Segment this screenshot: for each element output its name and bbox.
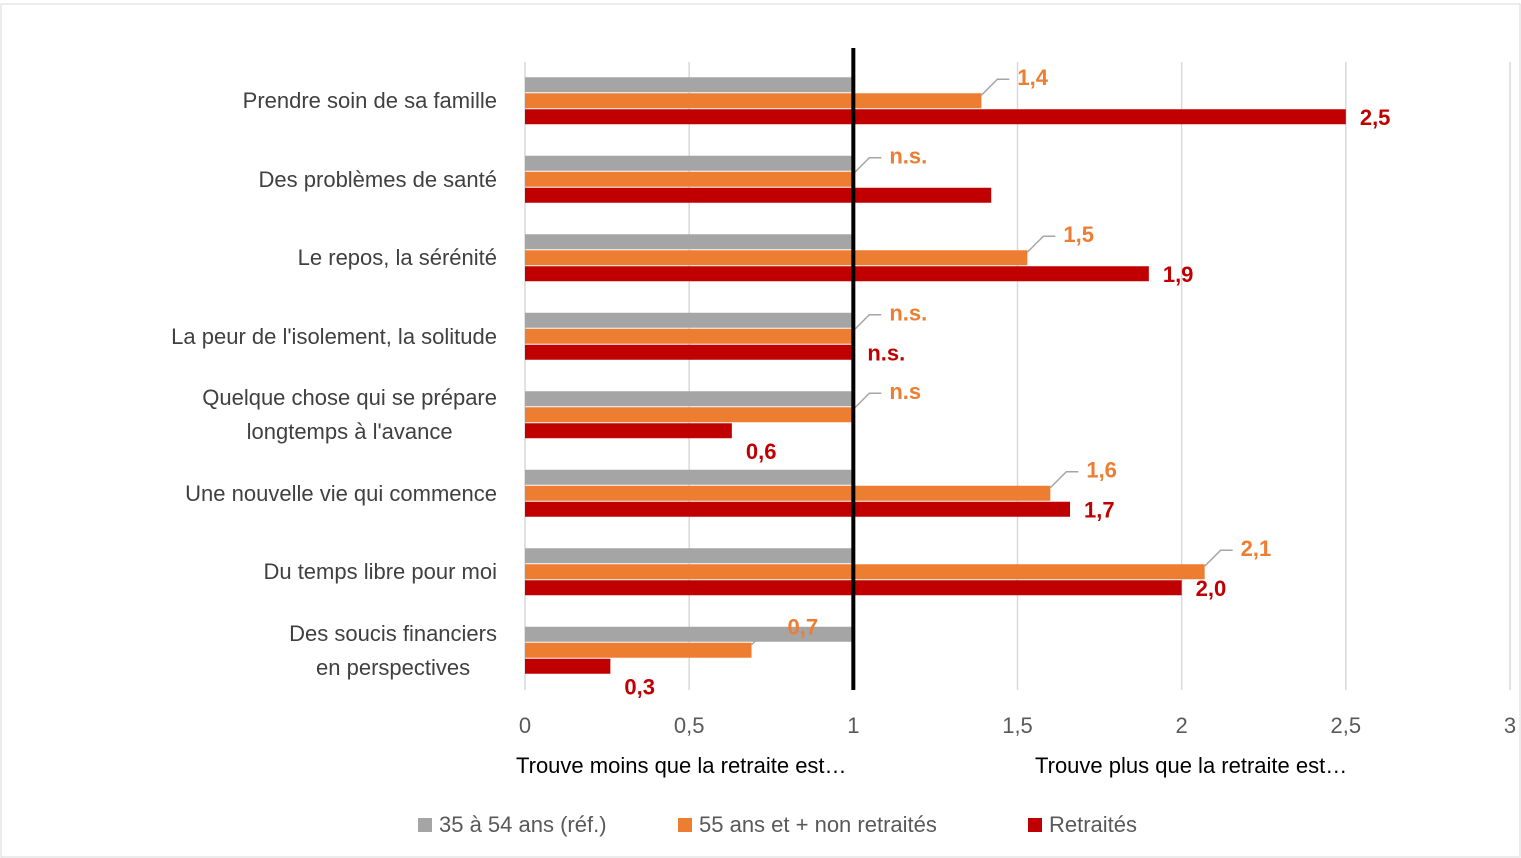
bar — [525, 548, 854, 564]
bar — [525, 391, 854, 407]
legend-swatch — [418, 818, 432, 832]
bar — [525, 407, 854, 423]
leader-line — [852, 314, 882, 332]
leader-line — [852, 157, 882, 175]
legend-label: 55 ans et + non retraités — [699, 812, 937, 837]
bar — [525, 658, 611, 674]
value-label: 1,7 — [1084, 498, 1115, 523]
value-label: 2,0 — [1196, 576, 1227, 601]
value-label: 1,4 — [1017, 65, 1048, 90]
y-tick-label: Des soucis financiers en perspectives — [289, 620, 497, 680]
y-tick-label: Prendre soin de sa famille — [242, 88, 497, 114]
bar — [525, 344, 854, 360]
value-label: n.s. — [889, 144, 927, 169]
leader-line — [852, 392, 882, 410]
legend-label: 35 à 54 ans (réf.) — [439, 812, 607, 837]
legend-swatch — [1028, 818, 1042, 832]
leader-line — [1049, 471, 1079, 489]
x-tick-label: 3 — [1504, 713, 1516, 738]
bar — [525, 642, 752, 658]
bar — [525, 266, 1149, 282]
value-label: 1,5 — [1063, 222, 1094, 247]
legend-label: Retraités — [1049, 812, 1137, 837]
value-label: 0,6 — [746, 439, 777, 464]
value-label: 0,7 — [788, 615, 819, 640]
bar — [525, 250, 1028, 266]
bar — [525, 469, 854, 485]
bar — [525, 423, 732, 439]
value-label: n.s — [889, 379, 921, 404]
value-label: 2,5 — [1360, 105, 1391, 130]
bar — [525, 187, 992, 203]
bar — [525, 109, 1346, 125]
annotation: Trouve moins que la retraite est… — [516, 753, 847, 778]
bar — [525, 626, 854, 642]
x-tick-label: 1,5 — [1002, 713, 1033, 738]
y-tick-label: Du temps libre pour moi — [263, 559, 497, 585]
bar — [525, 485, 1051, 501]
y-tick-label: Quelque chose qui se prépare longtemps à… — [202, 385, 497, 445]
annotation: Trouve plus que la retraite est… — [1035, 753, 1347, 778]
leader-line — [751, 628, 780, 646]
x-tick-label: 0 — [519, 713, 531, 738]
y-tick-label: Une nouvelle vie qui commence — [185, 480, 497, 506]
y-tick-label: Le repos, la sérénité — [297, 245, 497, 271]
bar — [525, 501, 1071, 517]
x-tick-label: 1 — [847, 713, 859, 738]
x-tick-label: 2,5 — [1331, 713, 1362, 738]
bar — [525, 155, 854, 171]
frame — [0, 3, 1521, 858]
bar — [525, 93, 982, 109]
leader-line — [1204, 549, 1233, 567]
leader-line — [1026, 235, 1056, 253]
value-label: 1,6 — [1086, 458, 1117, 483]
legend-swatch — [678, 818, 692, 832]
bar — [525, 564, 1205, 580]
value-label: 0,3 — [624, 675, 655, 700]
value-label: n.s. — [889, 301, 927, 326]
bar — [525, 312, 854, 328]
bar — [525, 77, 854, 93]
y-tick-label: Des problèmes de santé — [258, 166, 497, 192]
bar — [525, 234, 854, 250]
leader-line — [980, 78, 1010, 96]
x-tick-label: 2 — [1176, 713, 1188, 738]
value-label: n.s. — [867, 341, 905, 366]
bar — [525, 328, 854, 344]
value-label: 2,1 — [1241, 536, 1272, 561]
y-tick-label: La peur de l'isolement, la solitude — [171, 323, 497, 349]
value-label: 1,9 — [1163, 262, 1194, 287]
bar — [525, 171, 854, 187]
x-tick-label: 0,5 — [674, 713, 705, 738]
